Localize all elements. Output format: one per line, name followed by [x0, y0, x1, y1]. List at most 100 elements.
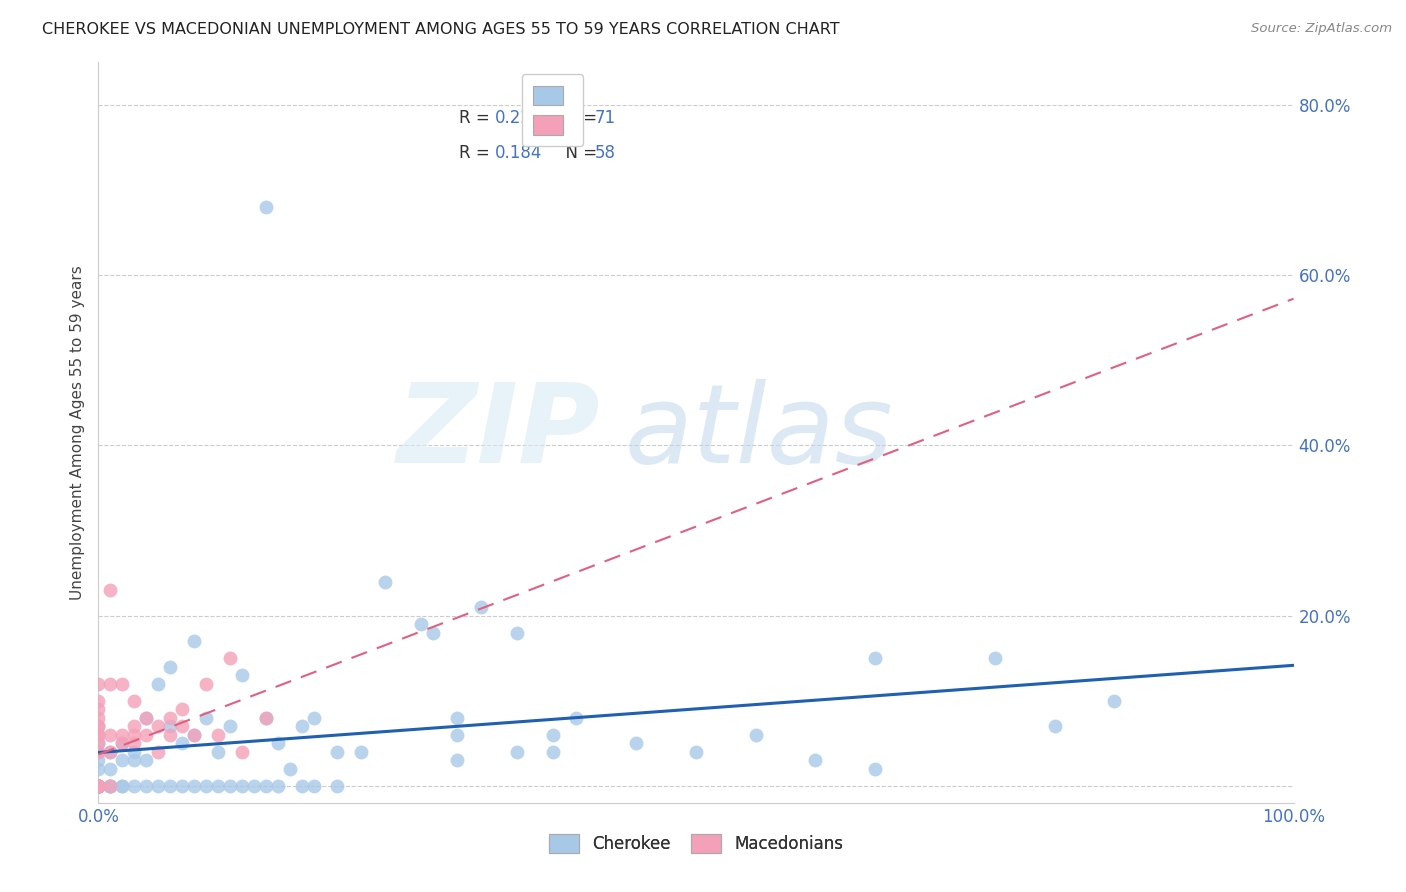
Point — [291, 719, 314, 733]
Point — [124, 745, 146, 759]
Point — [87, 779, 110, 793]
Point — [87, 779, 110, 793]
Point — [87, 779, 110, 793]
Point — [267, 736, 290, 750]
Point — [87, 719, 110, 733]
Point — [804, 753, 827, 767]
Point — [148, 676, 170, 690]
Point — [865, 762, 887, 776]
Point — [98, 745, 122, 759]
Point — [446, 711, 468, 725]
Point — [183, 779, 205, 793]
Point — [231, 668, 253, 682]
Point — [159, 719, 181, 733]
Point — [172, 719, 194, 733]
Point — [111, 779, 134, 793]
Point — [98, 779, 122, 793]
Point — [124, 779, 146, 793]
Text: atlas: atlas — [624, 379, 893, 486]
Point — [159, 779, 181, 793]
Point — [87, 745, 110, 759]
Point — [111, 753, 134, 767]
Point — [422, 625, 444, 640]
Point — [411, 617, 433, 632]
Point — [565, 711, 588, 725]
Point — [87, 676, 110, 690]
Point — [172, 736, 194, 750]
Point — [183, 634, 205, 648]
Point — [135, 753, 157, 767]
Point — [87, 779, 110, 793]
Text: N =: N = — [555, 109, 602, 127]
Point — [506, 745, 529, 759]
Point — [207, 728, 229, 742]
Point — [87, 779, 110, 793]
Point — [87, 779, 110, 793]
Point — [87, 779, 110, 793]
Point — [87, 728, 110, 742]
Point — [446, 753, 468, 767]
Point — [98, 779, 122, 793]
Point — [278, 762, 301, 776]
Point — [219, 651, 242, 665]
Point — [87, 753, 110, 767]
Point — [267, 779, 290, 793]
Point — [87, 719, 110, 733]
Point — [254, 711, 277, 725]
Text: 0.184: 0.184 — [495, 144, 543, 161]
Point — [98, 779, 122, 793]
Point — [124, 719, 146, 733]
Point — [374, 574, 396, 589]
Text: R =: R = — [460, 144, 495, 161]
Point — [302, 779, 325, 793]
Point — [148, 719, 170, 733]
Y-axis label: Unemployment Among Ages 55 to 59 years: Unemployment Among Ages 55 to 59 years — [69, 265, 84, 600]
Point — [506, 625, 529, 640]
Point — [98, 779, 122, 793]
Point — [87, 779, 110, 793]
Point — [685, 745, 707, 759]
Point — [326, 745, 349, 759]
Point — [172, 702, 194, 716]
Point — [87, 779, 110, 793]
Text: CHEROKEE VS MACEDONIAN UNEMPLOYMENT AMONG AGES 55 TO 59 YEARS CORRELATION CHART: CHEROKEE VS MACEDONIAN UNEMPLOYMENT AMON… — [42, 22, 839, 37]
Text: R =: R = — [460, 109, 495, 127]
Point — [87, 779, 110, 793]
Text: ZIP: ZIP — [396, 379, 600, 486]
Point — [984, 651, 1007, 665]
Point — [87, 779, 110, 793]
Point — [98, 745, 122, 759]
Point — [254, 779, 277, 793]
Point — [87, 779, 110, 793]
Point — [87, 762, 110, 776]
Point — [207, 745, 229, 759]
Point — [254, 200, 277, 214]
Point — [626, 736, 648, 750]
Point — [98, 762, 122, 776]
Point — [87, 711, 110, 725]
Point — [326, 779, 349, 793]
Point — [470, 600, 492, 615]
Point — [111, 736, 134, 750]
Point — [87, 702, 110, 716]
Point — [111, 676, 134, 690]
Text: 71: 71 — [595, 109, 616, 127]
Point — [231, 745, 253, 759]
Point — [865, 651, 887, 665]
Point — [195, 779, 218, 793]
Text: 58: 58 — [595, 144, 616, 161]
Point — [159, 711, 181, 725]
Legend: Cherokee, Macedonians: Cherokee, Macedonians — [540, 825, 852, 861]
Point — [87, 779, 110, 793]
Point — [254, 711, 277, 725]
Point — [87, 779, 110, 793]
Point — [87, 779, 110, 793]
Point — [87, 779, 110, 793]
Point — [1104, 694, 1126, 708]
Point — [111, 728, 134, 742]
Point — [87, 779, 110, 793]
Point — [207, 779, 229, 793]
Point — [87, 736, 110, 750]
Point — [135, 711, 157, 725]
Point — [159, 728, 181, 742]
